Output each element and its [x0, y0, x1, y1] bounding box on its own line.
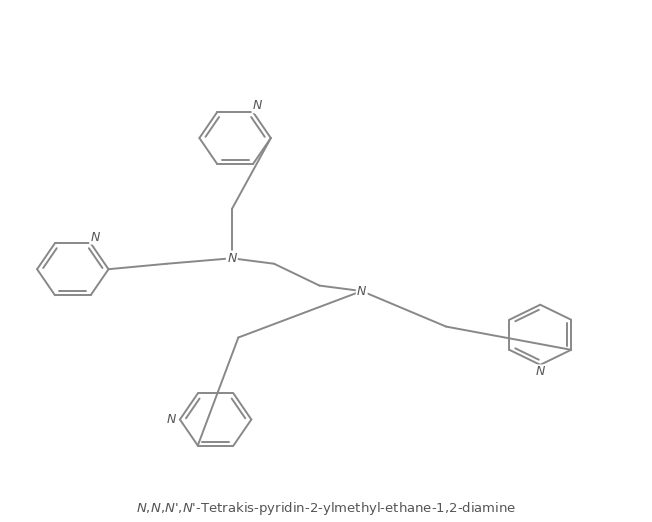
Text: N: N — [252, 99, 262, 112]
Text: N: N — [357, 284, 366, 298]
Text: N: N — [167, 413, 176, 426]
Text: N: N — [535, 365, 545, 378]
Text: N: N — [90, 231, 100, 243]
Text: N: N — [227, 252, 237, 265]
Text: $\mathit{N}$,$\mathit{N}$,$\mathit{N}$',$\mathit{N}$'-Tetrakis-pyridin-2-ylmethy: $\mathit{N}$,$\mathit{N}$,$\mathit{N}$',… — [136, 500, 516, 517]
